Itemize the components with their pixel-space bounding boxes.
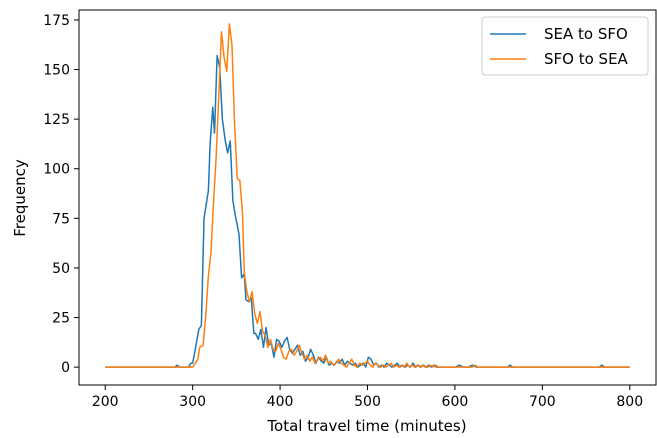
y-tick-label: 150 (43, 63, 70, 79)
legend-label-sea-to-sfo: SEA to SFO (544, 25, 628, 43)
y-tick-label: 25 (52, 311, 70, 327)
series-line-sea-to-sfo (105, 54, 630, 368)
y-tick-label: 100 (43, 162, 70, 178)
x-tick-label: 300 (179, 394, 206, 410)
legend: SEA to SFO SFO to SEA (481, 16, 649, 76)
legend-label-sfo-to-sea: SFO to SEA (544, 50, 629, 68)
x-tick-label: 500 (354, 394, 381, 410)
x-tick-label: 200 (92, 394, 119, 410)
y-tick-label: 125 (43, 112, 70, 128)
x-tick-label: 400 (267, 394, 294, 410)
x-tick-label: 700 (529, 394, 556, 410)
y-tick-label: 175 (43, 13, 70, 29)
y-axis-title: Frequency (11, 159, 29, 237)
x-tick-label: 800 (616, 394, 643, 410)
x-axis-title: Total travel time (minutes) (266, 417, 466, 435)
y-tick-label: 50 (52, 261, 70, 277)
x-axis: 200 300 400 500 600 700 800 (92, 385, 643, 410)
plot-lines (105, 23, 630, 368)
y-axis: 0 25 50 75 100 125 150 175 (43, 13, 79, 376)
x-tick-label: 600 (442, 394, 469, 410)
series-line-sfo-to-sea (105, 23, 630, 368)
y-tick-label: 75 (52, 211, 70, 227)
y-tick-label: 0 (61, 360, 70, 376)
legend-box (481, 16, 649, 76)
